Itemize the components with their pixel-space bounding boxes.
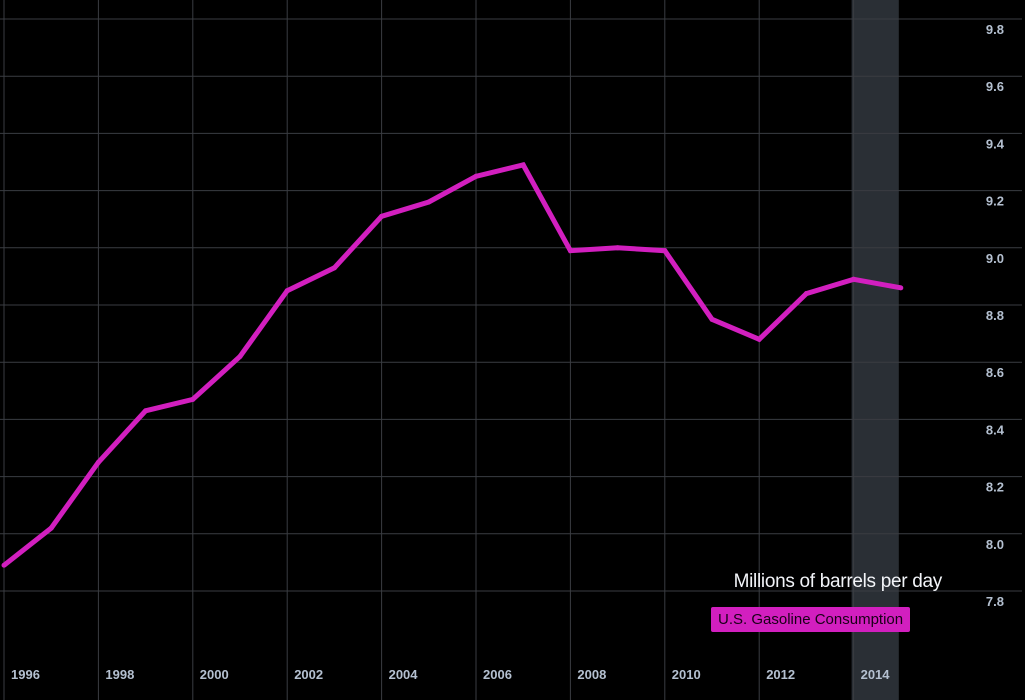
data-point bbox=[567, 248, 573, 254]
x-tick-label: 2012 bbox=[766, 667, 795, 682]
y-tick-label: 8.8 bbox=[986, 308, 1004, 323]
y-tick-label: 9.0 bbox=[986, 251, 1004, 266]
data-point bbox=[1, 562, 7, 568]
y-tick-label: 9.2 bbox=[986, 194, 1004, 209]
y-axis-unit-label: Millions of barrels per day bbox=[733, 571, 943, 592]
x-tick-label: 2000 bbox=[200, 667, 229, 682]
data-point bbox=[284, 288, 290, 294]
data-point bbox=[851, 276, 857, 282]
data-point bbox=[473, 173, 479, 179]
x-tick-label: 1998 bbox=[105, 667, 134, 682]
data-point bbox=[379, 213, 385, 219]
data-point bbox=[803, 291, 809, 297]
x-tick-label: 2014 bbox=[861, 667, 891, 682]
data-point bbox=[331, 265, 337, 271]
data-point bbox=[48, 525, 54, 531]
data-point bbox=[190, 396, 196, 402]
y-tick-label: 8.2 bbox=[986, 480, 1004, 495]
y-tick-label: 9.4 bbox=[986, 136, 1005, 151]
data-point bbox=[898, 285, 904, 291]
y-tick-label: 9.6 bbox=[986, 79, 1004, 94]
data-point bbox=[520, 162, 526, 168]
legend-item-gasoline[interactable]: U.S. Gasoline Consumption bbox=[711, 607, 911, 632]
data-point bbox=[95, 459, 101, 465]
data-point bbox=[662, 248, 668, 254]
x-tick-label: 2004 bbox=[389, 667, 419, 682]
y-tick-label: 7.8 bbox=[986, 594, 1004, 609]
data-point bbox=[709, 316, 715, 322]
x-tick-label: 2002 bbox=[294, 667, 323, 682]
data-point bbox=[143, 408, 149, 414]
data-point bbox=[615, 245, 621, 251]
data-point bbox=[756, 336, 762, 342]
y-tick-label: 8.4 bbox=[986, 422, 1005, 437]
x-tick-label: 1996 bbox=[11, 667, 40, 682]
y-tick-label: 9.8 bbox=[986, 22, 1004, 37]
data-point bbox=[426, 199, 432, 205]
y-tick-label: 8.0 bbox=[986, 537, 1004, 552]
highlight-band bbox=[851, 0, 899, 700]
y-tick-label: 8.6 bbox=[986, 365, 1004, 380]
series-line-gasoline bbox=[2, 162, 902, 568]
x-tick-label: 2006 bbox=[483, 667, 512, 682]
x-tick-label: 2008 bbox=[577, 667, 606, 682]
data-point bbox=[237, 353, 243, 359]
x-tick-label: 2010 bbox=[672, 667, 701, 682]
